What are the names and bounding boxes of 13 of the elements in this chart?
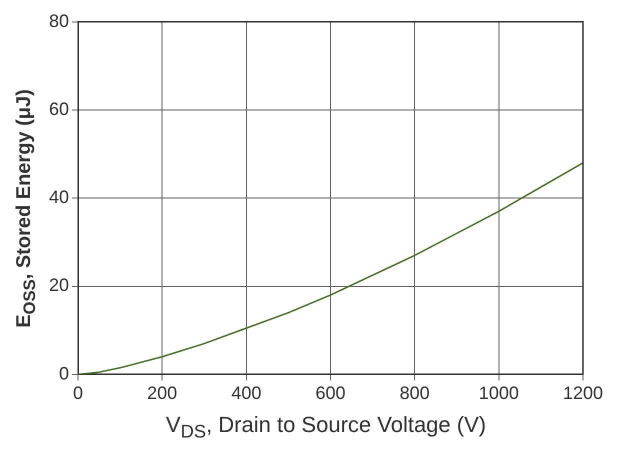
x-tick-label: 600 [315,383,346,404]
x-tick-label: 400 [231,383,262,404]
y-tick-label: 20 [48,275,70,296]
x-tick-label: 1200 [562,383,603,404]
y-tick-label: 0 [59,363,70,384]
y-tick-label: 80 [48,10,70,31]
x-tick-label: 1000 [478,383,519,404]
y-tick-label: 40 [48,187,70,208]
x-tick-label: 800 [400,383,430,404]
y-tick-label: 60 [48,98,70,119]
x-tick-label: 200 [147,383,178,404]
x-axis-title: V$_{DS}$, Drain to Source Voltage (V) [164,412,488,442]
x-tick-label: 0 [73,383,84,404]
